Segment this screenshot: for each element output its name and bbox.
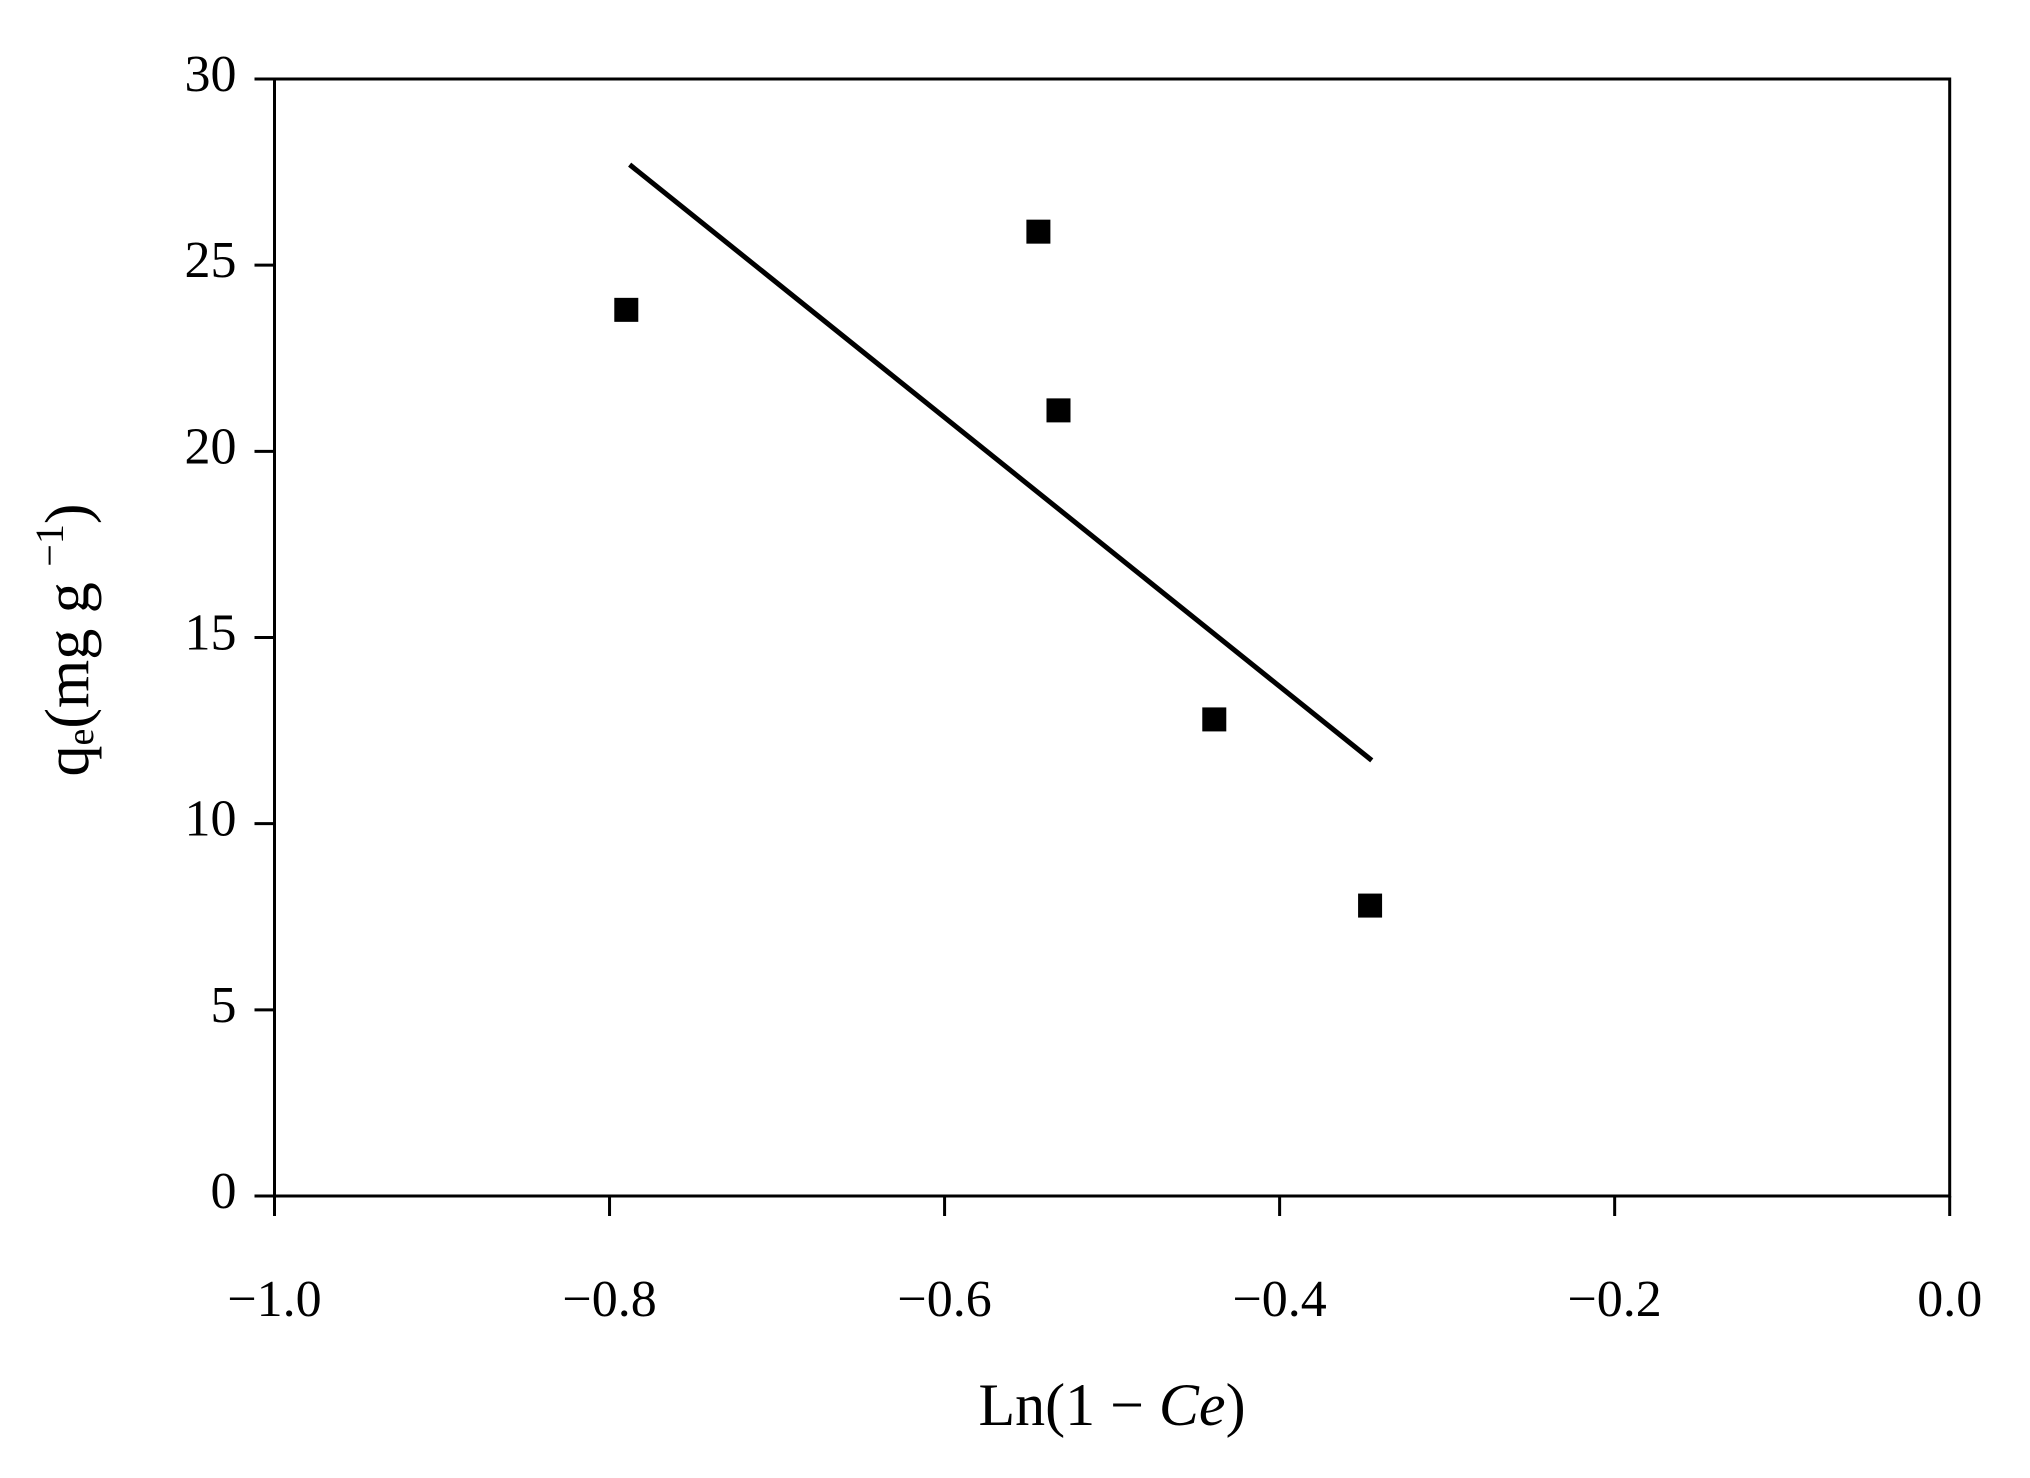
y-tick-label: 15: [185, 604, 237, 661]
x-tick-label: −1.0: [227, 1271, 321, 1328]
x-tick-label: −0.6: [897, 1271, 991, 1328]
x-label-part: ): [1226, 1372, 1246, 1438]
y-tick-label: 5: [211, 977, 237, 1034]
data-point: [1202, 707, 1227, 732]
x-tick-label: −0.2: [1567, 1271, 1661, 1328]
y-tick-label: 30: [185, 46, 237, 103]
plot-frame: [273, 77, 1952, 1198]
x-label-part: Ce: [1159, 1372, 1226, 1438]
y-axis-label: qe(mg g −1): [27, 504, 102, 777]
y-tick-label: 0: [211, 1163, 237, 1220]
y-label-part: ): [34, 504, 102, 525]
x-tick-label: 0.0: [1917, 1271, 1982, 1328]
data-point: [614, 297, 639, 322]
data-point: [1046, 398, 1071, 423]
y-tick-label: 10: [185, 791, 237, 848]
x-label-part: Ln(1 −: [978, 1372, 1158, 1438]
trend-line: [628, 162, 1374, 763]
y-tick-label: 20: [185, 418, 237, 475]
y-label-part: e: [60, 729, 102, 746]
data-point: [1026, 219, 1051, 244]
x-tick-label: −0.8: [562, 1271, 656, 1328]
y-tick-label: 25: [185, 232, 237, 289]
data-point: [1358, 893, 1383, 918]
y-label-part: q: [34, 745, 102, 776]
y-label-part: (mg g: [34, 567, 102, 729]
x-tick-label: −0.4: [1232, 1271, 1326, 1328]
y-label-part: −1: [27, 524, 72, 567]
x-axis-label: Ln(1 − Ce): [978, 1372, 1245, 1438]
